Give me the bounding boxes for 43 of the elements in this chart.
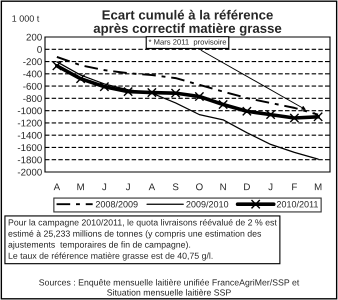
y-axis-title: 1 000 t (12, 15, 40, 22)
point (194, 92, 204, 102)
y-tick-label: -1400 (18, 132, 42, 139)
y-tick-label: -800 (23, 95, 42, 102)
legend-label: 2008/2009 (96, 200, 138, 208)
point (242, 106, 252, 116)
point (52, 60, 62, 71)
x-tick-label: F (292, 183, 297, 190)
point (218, 100, 228, 110)
point (170, 88, 180, 98)
y-tick-label: -1000 (18, 107, 42, 114)
y-tick-label: 0 (37, 46, 42, 53)
x-tick-label: J (126, 183, 130, 190)
y-tick-label: 200 (26, 34, 42, 41)
point (147, 88, 157, 98)
chart-title: Ecart cumulé à la référence après correctif matière grasse (94, 10, 282, 36)
point (76, 74, 86, 84)
text: Pour la campagne 2010/2011, le quota livraisons réévalué de 2 % est estimé à 25,233 millions de tonnes (y compris une estimation des ajustements temporaires de fin de campagne). Le taux de référence matière grasse est de 40,75 g/l. (8, 219, 277, 261)
x-tick-label: J (268, 183, 272, 190)
x-tick-label: O (196, 183, 203, 190)
source-note: Sources : Enquête mensuelle laitière unifiée FranceAgriMer/SSP et Situation mensuelle laitière SSP (39, 279, 300, 296)
point (313, 112, 323, 122)
x-tick-label: A (54, 183, 60, 190)
x-tick-label: S (172, 183, 178, 190)
point (266, 110, 276, 120)
y-tick-label: -2000 (18, 168, 42, 176)
legend-label: 2010/2011 (276, 200, 318, 208)
y-tick-label: -400 (23, 70, 42, 78)
y-tick-label: -1200 (18, 120, 42, 127)
y-tick-label: -1800 (18, 156, 42, 164)
point (290, 113, 300, 123)
x-tick-label: M (314, 183, 322, 190)
y-tick-label: -600 (23, 82, 42, 90)
x-tick-label: D (244, 183, 250, 190)
y-tick-label: -200 (23, 58, 42, 66)
point (123, 86, 133, 96)
legend-label: 2009/2010 (186, 200, 228, 208)
x-tick-label: N (220, 183, 226, 190)
x-tick-label: M (77, 183, 84, 190)
x-tick-label: A (148, 183, 156, 190)
y-tick-label: -1600 (18, 144, 42, 152)
x-tick-label: J (102, 183, 106, 190)
point (100, 82, 110, 92)
